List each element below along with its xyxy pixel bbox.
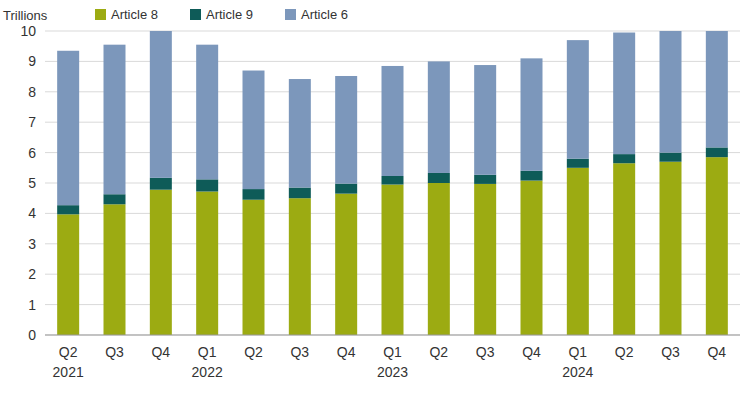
bar-segment — [150, 190, 172, 335]
x-tick-label: Q3 — [661, 344, 680, 360]
x-tick-label: Q4 — [707, 344, 726, 360]
x-tick-label: Q2 — [615, 344, 634, 360]
chart-container: Trillions Article 8 Article 9 Article 6 0 1 2 3… — [0, 0, 744, 393]
bar-segment — [521, 58, 543, 170]
x-tick-label: Q12024 — [562, 344, 593, 380]
legend-label: Article 6 — [301, 7, 348, 22]
bar-segment — [335, 76, 357, 184]
bar-segment — [57, 205, 79, 214]
x-tick-label: Q4 — [337, 344, 356, 360]
bar-segment — [706, 147, 728, 157]
bar-segment — [474, 175, 496, 184]
chart: Trillions Article 8 Article 9 Article 6 0 1 2 3… — [0, 0, 744, 393]
bars — [57, 31, 728, 335]
bar-segment — [150, 31, 172, 178]
bar-segment — [57, 214, 79, 335]
legend-swatch — [285, 9, 296, 20]
y-tick-label: 1 — [28, 297, 36, 313]
bar-segment — [382, 176, 404, 185]
bar-segment — [660, 31, 682, 153]
bar-segment — [243, 200, 265, 335]
bar-segment — [660, 162, 682, 335]
bar-segment — [521, 181, 543, 335]
bar-segment — [613, 33, 635, 155]
bar-segment — [104, 194, 126, 204]
y-tick-label: 3 — [28, 236, 36, 252]
x-tick-label: Q4 — [151, 344, 170, 360]
y-axis-range — [45, 31, 46, 335]
y-tick-label: 10 — [20, 23, 36, 39]
y-tick-label: 2 — [28, 266, 36, 282]
y-tick-label: 8 — [28, 84, 36, 100]
y-tick-label: 5 — [28, 175, 36, 191]
y-tick-label: 6 — [28, 145, 36, 161]
bar-segment — [196, 45, 218, 180]
legend-label: Article 8 — [111, 7, 158, 22]
bar-segment — [150, 178, 172, 190]
bar-segment — [289, 198, 311, 335]
bar-segment — [567, 40, 589, 159]
bar-segment — [706, 157, 728, 335]
x-tick-label: Q2 — [429, 344, 448, 360]
x-tick-label: Q12023 — [377, 344, 408, 380]
x-tick-label: Q3 — [290, 344, 309, 360]
bar-segment — [428, 173, 450, 183]
bar-segment — [613, 154, 635, 163]
bar-segment — [567, 159, 589, 168]
bar-segment — [104, 204, 126, 335]
grid-line — [45, 61, 740, 62]
y-tick-label: 7 — [28, 114, 36, 130]
x-tick-label: Q3 — [105, 344, 124, 360]
bar-segment — [243, 71, 265, 190]
bar-segment — [428, 183, 450, 335]
legend-swatch — [190, 9, 201, 20]
bar-segment — [382, 66, 404, 176]
y-tick-label: 9 — [28, 53, 36, 69]
bar-segment — [243, 189, 265, 200]
bar-segment — [474, 184, 496, 335]
legend-label: Article 9 — [206, 7, 253, 22]
bar-segment — [428, 61, 450, 173]
x-tick-label: Q3 — [476, 344, 495, 360]
bar-segment — [196, 179, 218, 191]
grid-line — [45, 335, 740, 336]
bar-segment — [474, 65, 496, 175]
x-axis-line — [45, 335, 740, 336]
x-tick-label: Q12022 — [192, 344, 223, 380]
bar-segment — [196, 192, 218, 335]
x-tick-label: Q22021 — [53, 344, 84, 380]
bar-segment — [706, 31, 728, 147]
bar-segment — [660, 153, 682, 162]
bar-segment — [382, 185, 404, 335]
x-tick-label: Q2 — [244, 344, 263, 360]
y-axis-label: Trillions — [3, 8, 48, 23]
bar-segment — [335, 194, 357, 335]
bar-segment — [289, 188, 311, 199]
bar-segment — [335, 184, 357, 194]
grid-line — [45, 31, 740, 32]
bar-segment — [57, 51, 79, 205]
bar-segment — [104, 45, 126, 195]
bar-segment — [567, 168, 589, 335]
bar-segment — [613, 163, 635, 335]
bar-segment — [521, 171, 543, 181]
bar-segment — [289, 79, 311, 188]
y-tick-label: 0 — [28, 327, 36, 343]
x-tick-label: Q4 — [522, 344, 541, 360]
y-tick-label: 4 — [28, 205, 36, 221]
legend-swatch — [95, 9, 106, 20]
